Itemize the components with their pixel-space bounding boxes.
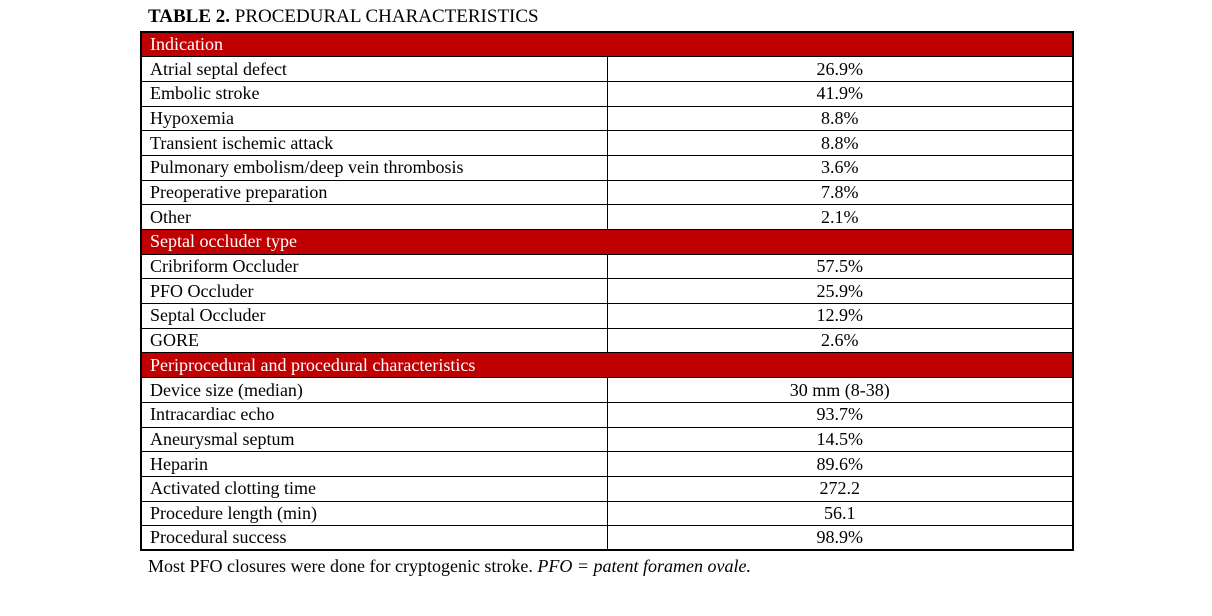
- row-label-cell: Hypoxemia: [140, 105, 608, 132]
- row-value-cell: 8.8%: [606, 130, 1074, 156]
- row-label-cell: Preoperative preparation: [140, 179, 608, 206]
- row-value-cell: 8.8%: [606, 105, 1074, 132]
- row-value-cell: 98.9%: [606, 525, 1074, 551]
- table-row: Septal Occluder 12.9%: [140, 303, 1074, 329]
- row-value-cell: 2.1%: [606, 204, 1074, 230]
- table-row: Embolic stroke 41.9%: [140, 80, 1074, 107]
- table-title: TABLE 2. PROCEDURAL CHARACTERISTICS: [140, 4, 1074, 30]
- row-label-cell: Procedural success: [140, 525, 608, 551]
- row-label-cell: Heparin: [140, 451, 608, 477]
- row-value-cell: 93.7%: [606, 401, 1074, 428]
- row-label-cell: Cribriform Occluder: [140, 253, 608, 280]
- row-value-cell: 272.2: [606, 475, 1074, 502]
- table-row: GORE 2.6%: [140, 327, 1074, 354]
- row-label-cell: Intracardiac echo: [140, 401, 608, 428]
- procedural-table-body: Indication Atrial septal defect 26.9% Embol…: [140, 31, 1074, 551]
- row-value-cell: 89.6%: [606, 451, 1074, 477]
- table-row: Atrial septal defect 26.9%: [140, 56, 1074, 82]
- table-row: Transient ischemic attack 8.8%: [140, 130, 1074, 156]
- row-label-cell: Septal Occluder: [140, 303, 608, 329]
- table-row: Heparin 89.6%: [140, 451, 1074, 477]
- table-row: Aneurysmal septum 14.5%: [140, 426, 1074, 453]
- row-value-cell: 57.5%: [606, 253, 1074, 280]
- table-row: Device size (median) 30 mm (8-38): [140, 377, 1074, 403]
- table-title-number: TABLE 2.: [148, 6, 231, 27]
- table-row: PFO Occluder 25.9%: [140, 278, 1074, 305]
- procedural-characteristics-table: Indication Atrial septal defect 26.9% Embol…: [140, 31, 1074, 552]
- row-value-cell: 7.8%: [606, 179, 1074, 206]
- table-footnote: Most PFO closures were done for cryptoge…: [140, 554, 1074, 578]
- table-row: Activated clotting time 272.2: [140, 475, 1074, 502]
- row-label-cell: Aneurysmal septum: [140, 426, 608, 453]
- footnote-abbreviation-definition: PFO = patent foramen ovale.: [537, 556, 752, 577]
- table-row: Procedural success 98.9%: [140, 525, 1074, 551]
- section-header-cell: Periprocedural and procedural characteri…: [140, 352, 1074, 379]
- section-header-row: Indication: [140, 31, 1074, 58]
- table-row: Pulmonary embolism/deep vein thrombosis 3…: [140, 154, 1074, 181]
- row-value-cell: 26.9%: [606, 56, 1074, 82]
- row-value-cell: 25.9%: [606, 278, 1074, 305]
- row-label-cell: Activated clotting time: [140, 475, 608, 502]
- section-header-cell: Septal occluder type: [140, 229, 1074, 255]
- row-label-cell: PFO Occluder: [140, 278, 608, 305]
- row-label-cell: Pulmonary embolism/deep vein thrombosis: [140, 154, 608, 181]
- row-value-cell: 30 mm (8-38): [606, 377, 1074, 403]
- row-label-cell: Procedure length (min): [140, 500, 608, 527]
- row-label-cell: Other: [140, 204, 608, 230]
- table-row: Procedure length (min) 56.1: [140, 500, 1074, 527]
- row-value-cell: 14.5%: [606, 426, 1074, 453]
- row-value-cell: 12.9%: [606, 303, 1074, 329]
- row-value-cell: 2.6%: [606, 327, 1074, 354]
- row-label-cell: GORE: [140, 327, 608, 354]
- section-header-row: Periprocedural and procedural characteri…: [140, 352, 1074, 379]
- table-row: Preoperative preparation 7.8%: [140, 179, 1074, 206]
- row-value-cell: 3.6%: [606, 154, 1074, 181]
- footnote-text: Most PFO closures were done for cryptoge…: [148, 556, 538, 577]
- section-header-cell: Indication: [140, 31, 1074, 58]
- row-value-cell: 41.9%: [606, 80, 1074, 107]
- table-row: Hypoxemia 8.8%: [140, 105, 1074, 132]
- row-label-cell: Embolic stroke: [140, 80, 608, 107]
- section-header-row: Septal occluder type: [140, 229, 1074, 255]
- table-row: Intracardiac echo 93.7%: [140, 401, 1074, 428]
- row-label-cell: Device size (median): [140, 377, 608, 403]
- row-value-cell: 56.1: [606, 500, 1074, 527]
- table-row: Other 2.1%: [140, 204, 1074, 230]
- document-area: TABLE 2. PROCEDURAL CHARACTERISTICS Indi…: [140, 4, 1074, 578]
- row-label-cell: Atrial septal defect: [140, 56, 608, 82]
- table-title-text: PROCEDURAL CHARACTERISTICS: [230, 6, 539, 27]
- table-row: Cribriform Occluder 57.5%: [140, 253, 1074, 280]
- row-label-cell: Transient ischemic attack: [140, 130, 608, 156]
